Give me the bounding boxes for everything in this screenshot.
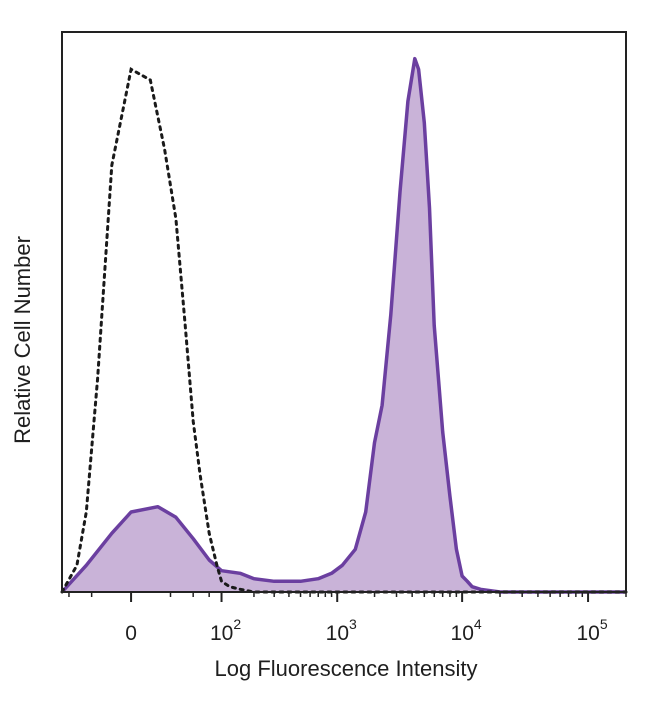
x-tick-exponent: 2 (233, 616, 241, 632)
plot-area (60, 56, 628, 594)
y-axis-title: Relative Cell Number (10, 236, 35, 444)
x-axis-title: Log Fluorescence Intensity (215, 656, 478, 681)
x-tick-exponent: 4 (474, 616, 482, 632)
x-tick-exponent: 3 (349, 616, 357, 632)
series-line-stained (60, 56, 626, 594)
series-fill (62, 58, 626, 592)
x-tick-exponent: 5 (600, 616, 608, 632)
x-tick-label: 103 (326, 616, 357, 645)
x-tick-label: 102 (210, 616, 241, 645)
x-tick-label: 0 (125, 622, 137, 645)
x-tick-label: 105 (576, 616, 607, 645)
x-axis-ticks: 0 102 103 104 105 (68, 592, 627, 645)
x-tick-label: 104 (451, 616, 482, 645)
